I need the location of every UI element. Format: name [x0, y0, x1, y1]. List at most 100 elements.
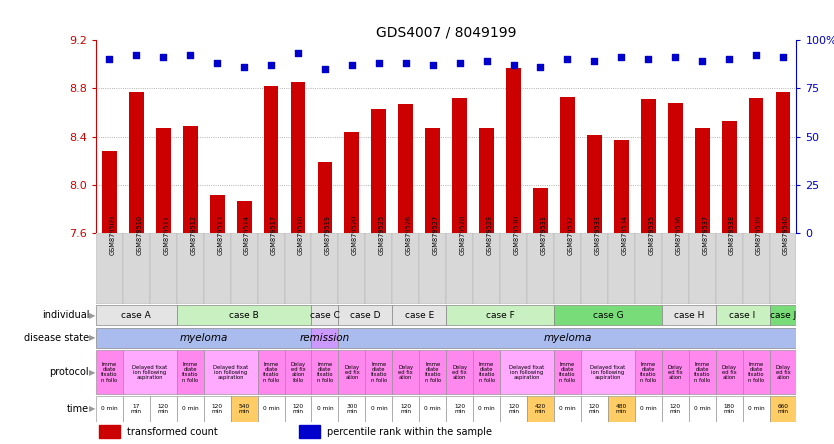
- FancyBboxPatch shape: [339, 305, 392, 325]
- FancyBboxPatch shape: [365, 396, 392, 422]
- Text: case C: case C: [310, 311, 340, 320]
- FancyBboxPatch shape: [500, 396, 527, 422]
- FancyBboxPatch shape: [392, 233, 420, 304]
- FancyBboxPatch shape: [473, 396, 500, 422]
- Bar: [506, 68, 521, 233]
- FancyBboxPatch shape: [473, 350, 500, 394]
- Text: 120
min: 120 min: [400, 404, 411, 414]
- Bar: [371, 109, 386, 233]
- Text: Imme
diate
fixatio
n follo: Imme diate fixatio n follo: [748, 362, 764, 383]
- Point: [426, 62, 440, 69]
- Text: Imme
diate
fixatio
n follo: Imme diate fixatio n follo: [425, 362, 441, 383]
- FancyBboxPatch shape: [581, 233, 608, 304]
- Bar: [587, 135, 602, 233]
- FancyBboxPatch shape: [446, 233, 473, 304]
- Bar: [668, 103, 683, 233]
- Text: 120
min: 120 min: [212, 404, 223, 414]
- Bar: [533, 188, 548, 233]
- Bar: [290, 82, 305, 233]
- FancyBboxPatch shape: [635, 350, 661, 394]
- Point: [588, 58, 601, 65]
- Point: [399, 59, 413, 67]
- Text: myeloma: myeloma: [543, 333, 591, 343]
- FancyBboxPatch shape: [742, 396, 770, 422]
- FancyBboxPatch shape: [581, 396, 608, 422]
- Text: remission: remission: [299, 333, 350, 343]
- FancyBboxPatch shape: [689, 396, 716, 422]
- Text: Imme
diate
fixatio
n follo: Imme diate fixatio n follo: [263, 362, 279, 383]
- FancyBboxPatch shape: [96, 233, 123, 304]
- Text: Delay
ed fix
ation: Delay ed fix ation: [668, 365, 683, 380]
- FancyBboxPatch shape: [96, 328, 311, 348]
- Bar: [264, 86, 279, 233]
- Bar: [695, 128, 710, 233]
- Point: [129, 52, 143, 59]
- FancyBboxPatch shape: [770, 350, 796, 394]
- Text: GSM879529: GSM879529: [486, 215, 493, 255]
- Title: GDS4007 / 8049199: GDS4007 / 8049199: [376, 26, 516, 40]
- Text: 540
min: 540 min: [239, 404, 249, 414]
- Point: [534, 63, 547, 71]
- Bar: [399, 104, 413, 233]
- Text: Imme
diate
fixatio
n follo: Imme diate fixatio n follo: [182, 362, 198, 383]
- FancyBboxPatch shape: [311, 305, 339, 325]
- Text: 0 min: 0 min: [559, 406, 575, 412]
- Text: Delay
ed fix
ation: Delay ed fix ation: [452, 365, 467, 380]
- Point: [238, 63, 251, 71]
- Bar: [480, 128, 494, 233]
- Text: ▶: ▶: [88, 368, 95, 377]
- Text: Delayed fixat
ion following
aspiration: Delayed fixat ion following aspiration: [590, 365, 626, 380]
- Text: ▶: ▶: [88, 311, 95, 320]
- Text: GSM879534: GSM879534: [621, 215, 627, 255]
- Text: GSM879518: GSM879518: [298, 215, 304, 255]
- Text: Imme
diate
fixatio
n follo: Imme diate fixatio n follo: [694, 362, 711, 383]
- Text: GSM879538: GSM879538: [729, 215, 735, 255]
- Text: 0 min: 0 min: [425, 406, 441, 412]
- Text: 300
min: 300 min: [346, 404, 358, 414]
- FancyBboxPatch shape: [284, 350, 311, 394]
- Text: 0 min: 0 min: [640, 406, 656, 412]
- FancyBboxPatch shape: [203, 350, 258, 394]
- Text: GSM879527: GSM879527: [433, 215, 439, 255]
- FancyBboxPatch shape: [716, 233, 742, 304]
- Text: Imme
diate
fixatio
n follo: Imme diate fixatio n follo: [317, 362, 334, 383]
- Point: [560, 56, 574, 63]
- FancyBboxPatch shape: [689, 350, 716, 394]
- Text: GSM879535: GSM879535: [648, 215, 655, 255]
- Text: 120
min: 120 min: [670, 404, 681, 414]
- FancyBboxPatch shape: [203, 233, 231, 304]
- FancyBboxPatch shape: [446, 350, 473, 394]
- Bar: [99, 425, 120, 438]
- FancyBboxPatch shape: [123, 233, 150, 304]
- FancyBboxPatch shape: [581, 350, 635, 394]
- Text: GSM879525: GSM879525: [379, 215, 384, 255]
- FancyBboxPatch shape: [177, 305, 311, 325]
- Bar: [156, 128, 171, 233]
- Text: 420
min: 420 min: [535, 404, 546, 414]
- Text: GSM879537: GSM879537: [702, 215, 708, 255]
- FancyBboxPatch shape: [365, 233, 392, 304]
- FancyBboxPatch shape: [608, 396, 635, 422]
- FancyBboxPatch shape: [96, 305, 177, 325]
- Point: [319, 65, 332, 72]
- Text: 180
min: 180 min: [724, 404, 735, 414]
- FancyBboxPatch shape: [392, 350, 420, 394]
- Text: GSM879539: GSM879539: [756, 215, 762, 255]
- FancyBboxPatch shape: [770, 305, 796, 325]
- Point: [641, 56, 655, 63]
- Text: 120
min: 120 min: [158, 404, 168, 414]
- Text: GSM879533: GSM879533: [595, 215, 600, 255]
- Text: 120
min: 120 min: [454, 404, 465, 414]
- Point: [372, 59, 385, 67]
- Text: Imme
diate
fixatio
n follo: Imme diate fixatio n follo: [479, 362, 495, 383]
- FancyBboxPatch shape: [365, 350, 392, 394]
- Bar: [344, 132, 359, 233]
- FancyBboxPatch shape: [311, 328, 339, 348]
- Text: case D: case D: [350, 311, 380, 320]
- FancyBboxPatch shape: [339, 328, 796, 348]
- Text: individual: individual: [42, 310, 89, 320]
- FancyBboxPatch shape: [177, 396, 203, 422]
- Bar: [560, 97, 575, 233]
- FancyBboxPatch shape: [311, 233, 339, 304]
- FancyBboxPatch shape: [123, 396, 150, 422]
